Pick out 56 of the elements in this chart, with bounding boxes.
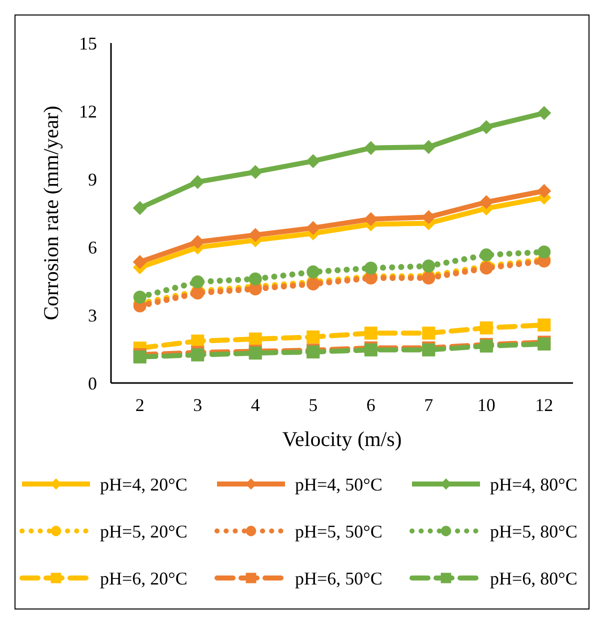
legend-label: pH=4, 20°C [100,474,188,494]
point [538,245,551,258]
point [479,120,494,134]
point [133,290,146,304]
x-tick-label: 5 [308,395,318,415]
legend-label: pH=6, 20°C [100,568,188,588]
point [479,195,494,210]
y-tick-label: 15 [79,33,97,54]
point [538,318,551,332]
x-tick-label: 10 [477,395,496,415]
point [306,220,320,235]
point [364,262,378,275]
point [248,332,262,346]
legend-label: pH=5, 80°C [490,521,578,542]
point [248,272,262,286]
point [191,348,204,362]
legend-label: pH=5, 20°C [100,521,188,542]
legend-label: pH=4, 80°C [490,474,578,494]
x-tick-label: 2 [135,395,144,415]
point [364,212,378,226]
point [248,228,262,242]
x-tick-label: 3 [193,395,202,415]
point [364,326,378,340]
y-tick-label: 9 [88,169,97,190]
point [422,326,436,340]
point [480,248,493,262]
legend-label: pH=6, 80°C [490,568,578,588]
y-tick-label: 12 [79,101,97,122]
x-tick-label: 12 [535,395,554,415]
point [306,154,320,168]
point [422,210,436,224]
point [306,265,320,278]
x-tick-label: 4 [250,395,260,415]
point [537,106,552,120]
point [306,330,320,344]
legend-label: pH=5, 50°C [295,521,382,542]
point [248,164,262,179]
point [422,260,436,273]
point [190,235,205,250]
x-tick-label: 6 [366,395,376,415]
y-axis-title: Corrosion rate (mm/year) [39,106,63,320]
point [132,201,147,216]
point [480,321,493,334]
legend-label: pH=4, 50°C [295,474,382,494]
point [422,140,436,154]
legend-label: pH=6, 50°C [295,568,382,588]
point [191,275,204,288]
point [537,184,552,198]
point [190,174,205,189]
y-tick-label: 6 [88,237,97,258]
y-tick-label: 0 [88,373,97,394]
x-axis-title: Velocity (m/s) [282,427,402,451]
point [132,254,147,269]
y-tick-label: 3 [88,305,97,326]
x-tick-label: 7 [424,395,434,415]
point [364,140,378,155]
